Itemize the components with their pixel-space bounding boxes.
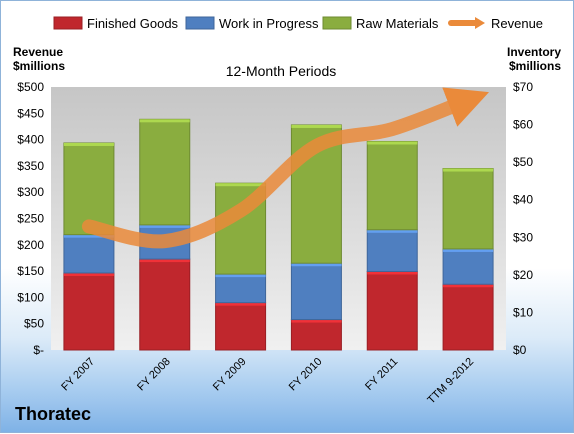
bar-segment: [290, 319, 342, 351]
right-axis-tick-label: $20: [513, 268, 533, 282]
left-axis-tick-label: $450: [17, 106, 44, 120]
left-axis-tick-label: $-: [33, 343, 44, 357]
bar-segment: [366, 229, 418, 272]
right-axis-title: $millions: [509, 59, 561, 73]
x-axis-tick-label: FY 2010: [287, 356, 325, 394]
legend-swatch: [185, 16, 215, 30]
bar-segment: [215, 302, 267, 351]
right-axis-tick-label: $40: [513, 193, 533, 207]
bar-segment-highlight: [63, 234, 114, 238]
bar-segment-highlight: [63, 272, 114, 276]
bar-segment: [290, 262, 342, 321]
bar-segment: [442, 283, 494, 351]
right-axis-title: Inventory: [507, 45, 561, 59]
plot-area: [51, 87, 506, 350]
right-axis-tick-label: $50: [513, 155, 533, 169]
legend-label: Work in Progress: [219, 16, 319, 31]
x-axis-tick-label: FY 2009: [211, 356, 249, 394]
bar-segment-highlight: [139, 224, 190, 228]
legend-label: Revenue: [491, 16, 543, 31]
legend-label: Raw Materials: [356, 16, 439, 31]
legend-swatch-arrow: [475, 17, 485, 29]
left-axis-title: Revenue: [13, 45, 63, 59]
right-axis-tick-label: $10: [513, 305, 533, 319]
company-name: Thoratec: [15, 404, 92, 424]
left-axis-tick-label: $300: [17, 185, 44, 199]
bar-segment: [139, 258, 191, 351]
legend-label: Finished Goods: [87, 16, 179, 31]
bar-segment-highlight: [215, 302, 266, 306]
x-axis-tick-label: TTM 9-2012: [425, 356, 476, 407]
bar-segment-highlight: [63, 142, 114, 146]
bar-segment: [442, 168, 494, 250]
bar-segment-highlight: [139, 119, 190, 123]
bar-segment-highlight: [215, 274, 266, 278]
bar-segment: [366, 140, 418, 231]
right-axis-tick-label: $0: [513, 343, 527, 357]
bar-segment-highlight: [215, 183, 266, 187]
x-axis-tick-label: FY 2011: [363, 356, 400, 393]
left-axis-tick-label: $350: [17, 159, 44, 173]
bar-segment-highlight: [291, 319, 342, 323]
bar-segment: [63, 272, 115, 351]
bar-segment-highlight: [139, 259, 190, 263]
bar-segment: [366, 270, 418, 351]
left-axis-tick-label: $200: [17, 238, 44, 252]
x-axis-tick-label: FY 2008: [135, 356, 173, 394]
bar-segment-highlight: [443, 248, 494, 252]
bar-segment-highlight: [291, 263, 342, 267]
right-axis-tick-label: $70: [513, 80, 533, 94]
bar-segment: [63, 234, 115, 274]
left-axis-tick-label: $500: [17, 80, 44, 94]
left-axis-tick-label: $50: [24, 317, 44, 331]
left-axis-tick-label: $100: [17, 290, 44, 304]
bar-segment-highlight: [291, 124, 342, 128]
revenue-line: [81, 87, 490, 249]
left-axis-tick-label: $150: [17, 264, 44, 278]
bar-segment-highlight: [443, 168, 494, 172]
left-axis-title: $millions: [13, 59, 65, 73]
bar-segment-highlight: [367, 141, 418, 145]
left-axis-tick-label: $250: [17, 212, 44, 226]
bar-segment-highlight: [443, 284, 494, 288]
bar-segment-highlight: [367, 229, 418, 233]
x-axis-tick-label: FY 2007: [59, 356, 97, 394]
bar-segment: [215, 273, 267, 304]
bar-segment: [442, 248, 494, 285]
right-axis-tick-label: $30: [513, 230, 533, 244]
right-axis-tick-label: $60: [513, 118, 533, 132]
bar-segment: [139, 118, 191, 226]
chart-title: 12-Month Periods: [226, 63, 337, 79]
bar-segment-highlight: [367, 271, 418, 275]
legend-swatch: [322, 16, 352, 30]
left-axis-tick-label: $400: [17, 133, 44, 147]
legend-swatch: [53, 16, 83, 30]
